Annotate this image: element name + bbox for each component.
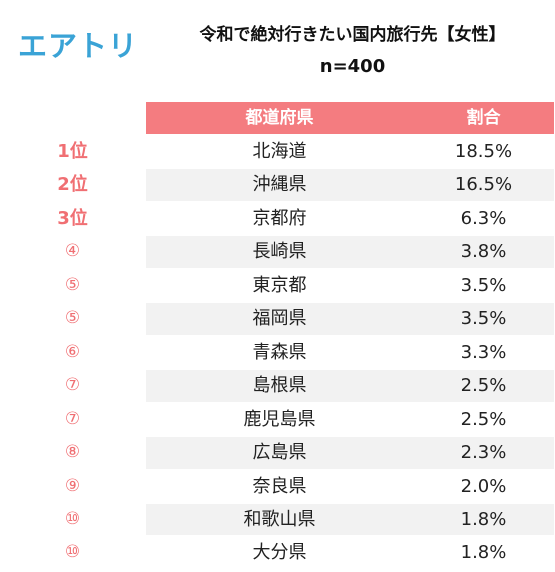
ratio-value: 18.5% <box>454 141 513 162</box>
rank-label: ④ <box>64 241 81 262</box>
prefecture-name: 長崎県 <box>252 241 307 263</box>
column-header-prefecture: 都道府県 <box>245 108 314 128</box>
ratio-value: 2.5% <box>460 375 507 397</box>
sample-size: n=400 <box>319 56 386 77</box>
ratio-value: 3.5% <box>460 308 507 330</box>
rank-label: 1位 <box>57 141 88 162</box>
table-row: ⑩ 和歌山県 1.8% <box>0 503 555 536</box>
table-row: ⑥ 青森県 3.3% <box>0 336 555 369</box>
table-row: 3位 京都府 6.3% <box>0 202 555 235</box>
table-row: ⑧ 広島県 2.3% <box>0 436 555 469</box>
ratio-value: 2.0% <box>460 475 507 497</box>
rank-label: ⑧ <box>64 442 81 463</box>
table-row: ⑦ 鹿児島県 2.5% <box>0 403 555 436</box>
rank-label: ⑥ <box>64 341 81 362</box>
prefecture-name: 北海道 <box>252 141 307 162</box>
table-row: ⑨ 奈良県 2.0% <box>0 470 555 503</box>
ratio-value: 1.8% <box>460 508 507 530</box>
prefecture-name: 福岡県 <box>252 308 307 330</box>
table-header: 都道府県 割合 <box>146 102 554 134</box>
column-header-ratio: 割合 <box>466 108 501 128</box>
prefecture-name: 鹿児島県 <box>243 408 316 430</box>
ratio-value: 2.5% <box>460 408 507 430</box>
prefecture-name: 島根県 <box>252 375 307 397</box>
table-row: ④ 長崎県 3.8% <box>0 235 555 268</box>
rank-label: ⑨ <box>64 475 81 496</box>
prefecture-name: 奈良県 <box>252 475 307 497</box>
ratio-value: 3.8% <box>460 241 507 263</box>
ratio-value: 16.5% <box>454 174 513 196</box>
table-row: ⑤ 福岡県 3.5% <box>0 302 555 335</box>
table-row: ⑦ 島根県 2.5% <box>0 369 555 402</box>
rank-label: 3位 <box>57 207 88 229</box>
page-title: 令和で絶対行きたい国内旅行先【女性】 <box>199 25 506 45</box>
rank-label: ⑦ <box>64 375 81 396</box>
ratio-value: 6.3% <box>460 207 507 229</box>
ratio-value: 3.3% <box>460 341 507 363</box>
brand-logo: エアトリ <box>18 29 139 63</box>
table-row: 2位 沖縄県 16.5% <box>0 168 555 201</box>
table-row: 1位 北海道 18.5% <box>0 135 555 168</box>
table-row: ⑤ 東京都 3.5% <box>0 269 555 302</box>
prefecture-name: 和歌山県 <box>243 508 316 530</box>
prefecture-name: 京都府 <box>252 207 307 229</box>
rank-label: ⑤ <box>64 308 81 329</box>
ratio-value: 1.8% <box>460 542 507 564</box>
rank-label: ⑩ <box>64 542 81 563</box>
prefecture-name: 広島県 <box>252 442 307 464</box>
ratio-value: 2.3% <box>460 442 507 464</box>
prefecture-name: 大分県 <box>252 542 307 564</box>
prefecture-name: 東京都 <box>252 274 307 296</box>
rank-label: ⑦ <box>64 408 81 429</box>
rank-label: ⑤ <box>64 274 81 295</box>
ranking-table: 1位 北海道 18.5% 2位 沖縄県 16.5% 3位 京都府 6.3% ④ … <box>0 135 555 570</box>
prefecture-name: 沖縄県 <box>252 174 307 196</box>
rank-label: 2位 <box>57 174 88 196</box>
table-row: ⑩ 大分県 1.8% <box>0 536 555 569</box>
ratio-value: 3.5% <box>460 274 507 296</box>
prefecture-name: 青森県 <box>252 341 307 363</box>
rank-label: ⑩ <box>64 508 81 529</box>
